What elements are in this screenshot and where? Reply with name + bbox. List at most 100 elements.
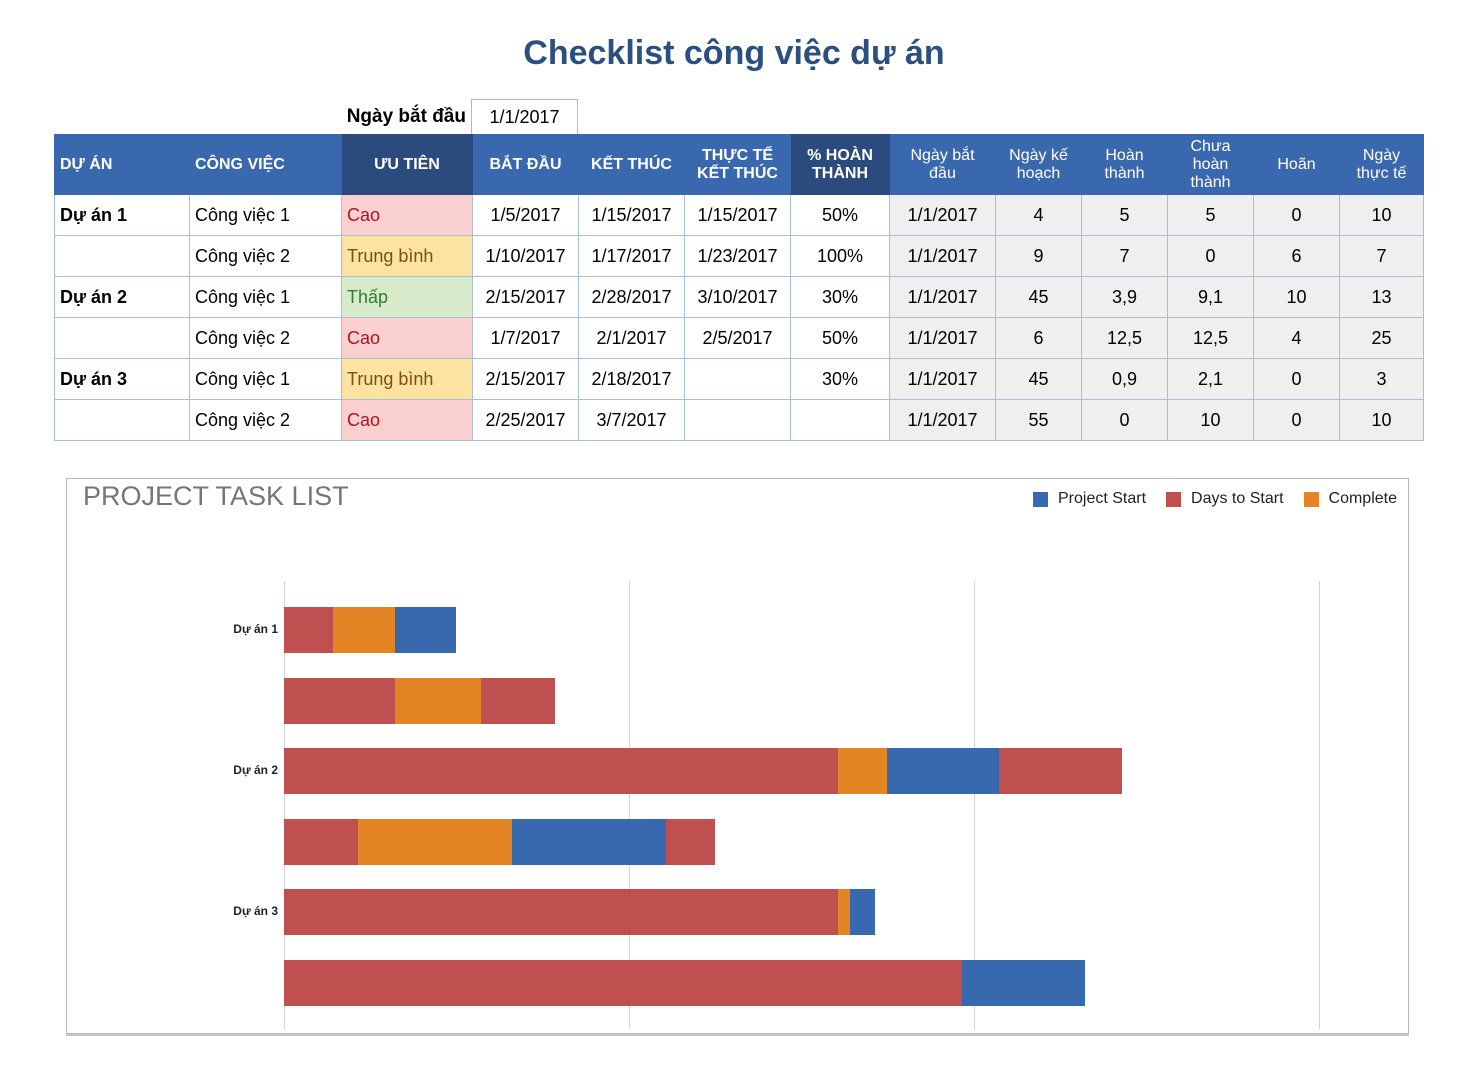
col-header-start[interactable]: BẮT ĐẦU	[472, 134, 579, 195]
done-cell[interactable]: 12,5	[1081, 317, 1168, 359]
end-date-cell[interactable]: 2/1/2017	[578, 317, 685, 359]
actual-end-cell[interactable]	[684, 358, 791, 400]
col-header-delayed[interactable]: Hoãn	[1253, 134, 1340, 195]
col-header-end[interactable]: KẾT THÚC	[578, 134, 685, 195]
delayed-cell[interactable]: 6	[1253, 235, 1340, 277]
task-cell[interactable]: Công việc 1	[189, 358, 342, 400]
done-cell[interactable]: 3,9	[1081, 276, 1168, 318]
base-date-cell[interactable]: 1/1/2017	[889, 276, 996, 318]
project-cell[interactable]: Dự án 2	[54, 276, 190, 318]
project-cell[interactable]	[54, 317, 190, 359]
bar-segment[interactable]	[284, 819, 358, 865]
actual-end-cell[interactable]: 3/10/2017	[684, 276, 791, 318]
actual-end-cell[interactable]	[684, 399, 791, 441]
not-done-cell[interactable]: 12,5	[1167, 317, 1254, 359]
col-header-not-done[interactable]: Chưa hoàn thành	[1167, 134, 1254, 195]
actual-days-cell[interactable]: 10	[1339, 194, 1424, 236]
end-date-cell[interactable]: 1/15/2017	[578, 194, 685, 236]
col-header-project[interactable]: DỰ ÁN	[54, 134, 190, 195]
actual-days-cell[interactable]: 7	[1339, 235, 1424, 277]
bar-segment[interactable]	[333, 607, 395, 653]
bar-segment[interactable]	[284, 960, 962, 1006]
bar-segment[interactable]	[284, 607, 334, 653]
col-header-planned-days[interactable]: Ngày kế hoạch	[995, 134, 1082, 195]
percent-complete-cell[interactable]: 50%	[790, 317, 890, 359]
bar-segment[interactable]	[838, 748, 887, 794]
not-done-cell[interactable]: 0	[1167, 235, 1254, 277]
delayed-cell[interactable]: 4	[1253, 317, 1340, 359]
col-header-percent-complete[interactable]: % HOÀN THÀNH	[790, 134, 890, 195]
start-date-cell[interactable]: 2/25/2017	[472, 399, 579, 441]
done-cell[interactable]: 7	[1081, 235, 1168, 277]
bar-segment[interactable]	[886, 748, 999, 794]
not-done-cell[interactable]: 10	[1167, 399, 1254, 441]
end-date-cell[interactable]: 3/7/2017	[578, 399, 685, 441]
done-cell[interactable]: 0,9	[1081, 358, 1168, 400]
actual-days-cell[interactable]: 13	[1339, 276, 1424, 318]
bar-row[interactable]: Dự án 3	[233, 889, 876, 935]
legend-item-days-to-start[interactable]: Days to Start	[1166, 490, 1284, 508]
planned-days-cell[interactable]: 6	[995, 317, 1082, 359]
bar-segment[interactable]	[961, 960, 1085, 1006]
percent-complete-cell[interactable]	[790, 399, 890, 441]
end-date-cell[interactable]: 2/28/2017	[578, 276, 685, 318]
col-header-done[interactable]: Hoàn thành	[1081, 134, 1168, 195]
project-task-chart[interactable]: PROJECT TASK LIST Project Start Days to …	[66, 478, 1409, 1034]
percent-complete-cell[interactable]: 50%	[790, 194, 890, 236]
priority-cell[interactable]: Trung bình	[341, 358, 473, 400]
bar-segment[interactable]	[849, 889, 876, 935]
task-cell[interactable]: Công việc 1	[189, 194, 342, 236]
col-header-priority[interactable]: ƯU TIÊN	[341, 134, 473, 195]
actual-days-cell[interactable]: 10	[1339, 399, 1424, 441]
bar-segment[interactable]	[998, 748, 1122, 794]
start-date-cell[interactable]: 2/15/2017	[472, 276, 579, 318]
col-header-base-date[interactable]: Ngày bắt đầu	[889, 134, 996, 195]
actual-days-cell[interactable]: 3	[1339, 358, 1424, 400]
bar-segment[interactable]	[511, 819, 666, 865]
start-date-input[interactable]: 1/1/2017	[471, 99, 578, 135]
end-date-cell[interactable]: 2/18/2017	[578, 358, 685, 400]
bar-row[interactable]: Dự án 1	[233, 607, 457, 653]
task-cell[interactable]: Công việc 2	[189, 399, 342, 441]
bar-row[interactable]	[284, 819, 716, 865]
col-header-actual-end[interactable]: THỰC TẾ KẾT THÚC	[684, 134, 791, 195]
start-date-cell[interactable]: 1/10/2017	[472, 235, 579, 277]
percent-complete-cell[interactable]: 30%	[790, 358, 890, 400]
task-cell[interactable]: Công việc 2	[189, 235, 342, 277]
priority-cell[interactable]: Cao	[341, 194, 473, 236]
bar-segment[interactable]	[838, 889, 850, 935]
base-date-cell[interactable]: 1/1/2017	[889, 358, 996, 400]
bar-row[interactable]	[284, 960, 1085, 1006]
actual-end-cell[interactable]: 2/5/2017	[684, 317, 791, 359]
bar-segment[interactable]	[481, 678, 556, 724]
delayed-cell[interactable]: 0	[1253, 194, 1340, 236]
project-cell[interactable]: Dự án 3	[54, 358, 190, 400]
planned-days-cell[interactable]: 4	[995, 194, 1082, 236]
planned-days-cell[interactable]: 9	[995, 235, 1082, 277]
col-header-actual-days[interactable]: Ngày thực tế	[1339, 134, 1424, 195]
base-date-cell[interactable]: 1/1/2017	[889, 235, 996, 277]
not-done-cell[interactable]: 2,1	[1167, 358, 1254, 400]
bar-segment[interactable]	[665, 819, 716, 865]
start-date-cell[interactable]: 1/5/2017	[472, 194, 579, 236]
actual-end-cell[interactable]: 1/23/2017	[684, 235, 791, 277]
priority-cell[interactable]: Thấp	[341, 276, 473, 318]
start-date-cell[interactable]: 1/7/2017	[472, 317, 579, 359]
base-date-cell[interactable]: 1/1/2017	[889, 317, 996, 359]
bar-segment[interactable]	[394, 607, 457, 653]
bar-segment[interactable]	[357, 819, 512, 865]
planned-days-cell[interactable]: 55	[995, 399, 1082, 441]
percent-complete-cell[interactable]: 100%	[790, 235, 890, 277]
bar-row[interactable]	[284, 678, 556, 724]
project-cell[interactable]	[54, 235, 190, 277]
bar-segment[interactable]	[284, 678, 395, 724]
project-cell[interactable]	[54, 399, 190, 441]
planned-days-cell[interactable]: 45	[995, 276, 1082, 318]
project-cell[interactable]: Dự án 1	[54, 194, 190, 236]
bar-segment[interactable]	[394, 678, 482, 724]
task-cell[interactable]: Công việc 2	[189, 317, 342, 359]
end-date-cell[interactable]: 1/17/2017	[578, 235, 685, 277]
done-cell[interactable]: 5	[1081, 194, 1168, 236]
priority-cell[interactable]: Cao	[341, 399, 473, 441]
task-cell[interactable]: Công việc 1	[189, 276, 342, 318]
